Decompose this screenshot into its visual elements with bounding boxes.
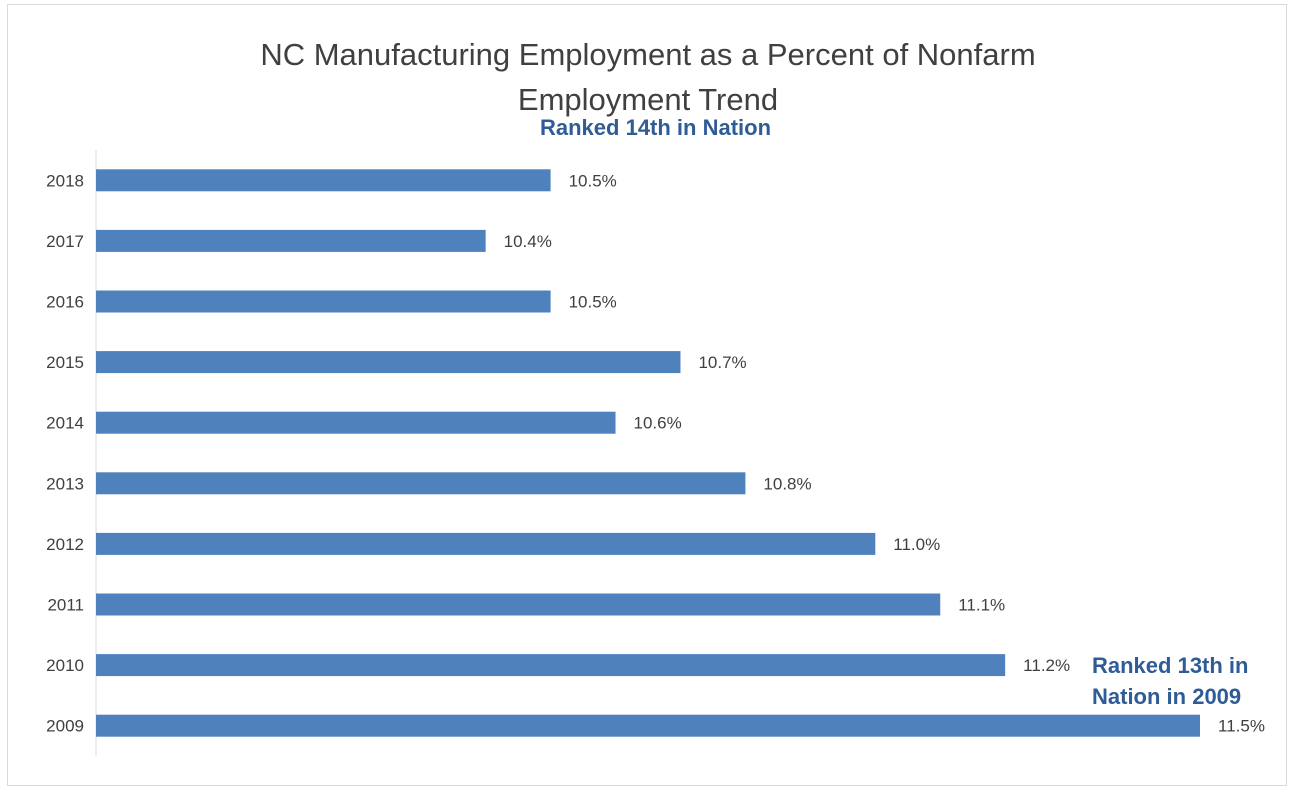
data-label-2009: 11.5% [1218, 717, 1265, 736]
data-label-2011: 11.1% [958, 596, 1005, 615]
chart-title: NC Manufacturing Employment as a Percent… [260, 37, 1036, 117]
bar-2013 [96, 472, 746, 495]
tick-label-2014: 2014 [46, 414, 84, 433]
data-label-2017: 10.4% [504, 232, 552, 251]
data-label-2018: 10.5% [569, 171, 617, 190]
tick-label-2016: 2016 [46, 293, 84, 312]
bar-2010 [96, 654, 1006, 677]
annotation-rank-current: Ranked 14th in Nation [540, 115, 772, 140]
data-label-2010: 11.2% [1023, 656, 1070, 675]
data-label-2016: 10.5% [569, 293, 617, 312]
bar-2011 [96, 593, 941, 616]
bar-2015 [96, 351, 681, 374]
tick-label-2009: 2009 [46, 717, 84, 736]
bar-2018 [96, 169, 551, 192]
data-label-2014: 10.6% [634, 414, 682, 433]
data-label-2013: 10.8% [763, 474, 811, 493]
bar-2009 [96, 714, 1200, 737]
tick-label-2013: 2013 [46, 474, 84, 493]
tick-label-2015: 2015 [46, 353, 84, 372]
tick-label-2012: 2012 [46, 535, 84, 554]
bar-2016 [96, 290, 551, 313]
bar-2017 [96, 229, 486, 252]
tick-label-2018: 2018 [46, 171, 84, 190]
bar-2014 [96, 411, 616, 434]
bar-2012 [96, 532, 876, 555]
tick-label-2011: 2011 [47, 596, 84, 615]
tick-label-2010: 2010 [46, 656, 84, 675]
tick-label-2017: 2017 [46, 232, 84, 251]
annotation-rank-2009: Ranked 13th in Nation in 2009 [1092, 653, 1249, 709]
data-label-2012: 11.0% [893, 535, 940, 554]
data-label-2015: 10.7% [698, 353, 746, 372]
